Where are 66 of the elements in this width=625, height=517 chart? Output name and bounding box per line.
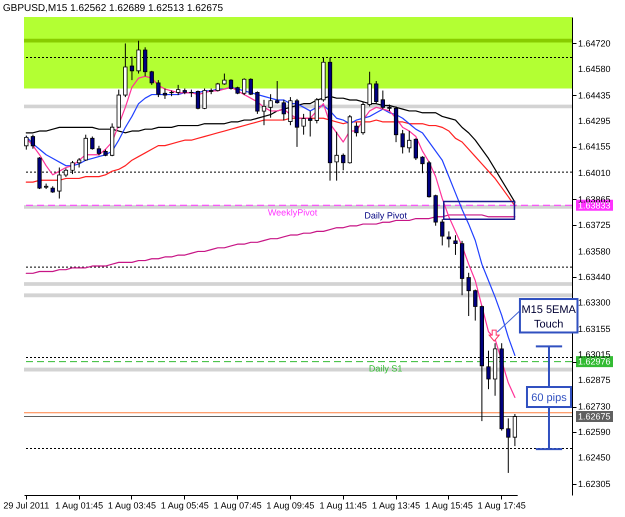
- candlestick: [275, 80, 280, 104]
- candlestick: [453, 234, 458, 256]
- candlestick: [354, 122, 359, 137]
- y-tick-label: 1.63300: [578, 298, 611, 308]
- y-tick-label: 1.64435: [578, 90, 611, 100]
- candlestick: [156, 80, 160, 98]
- candlestick: [414, 138, 418, 161]
- x-tick-label: 1 Aug 05:45: [160, 500, 209, 510]
- x-tick-label: 1 Aug 17:45: [478, 500, 526, 510]
- y-tick-label: 1.64155: [578, 142, 611, 152]
- candlestick: [222, 73, 227, 86]
- x-tick-label: 1 Aug 03:45: [108, 500, 156, 510]
- candlestick: [248, 78, 253, 96]
- x-tick-label: 1 Aug 09:45: [266, 500, 314, 510]
- y-tick-label: 1.62730: [578, 402, 611, 412]
- candlestick: [76, 158, 82, 168]
- candlestick: [30, 134, 36, 150]
- candlestick: [400, 129, 405, 154]
- ref-line-label: WeeklyPivot: [268, 207, 318, 218]
- band-label: Daily Pivot: [364, 210, 408, 221]
- candlestick: [202, 88, 207, 110]
- y-tick-label: 1.62675: [578, 412, 611, 422]
- ref-line-label: Daily S1: [368, 364, 402, 374]
- x-tick-label: 1 Aug 13:45: [372, 500, 420, 510]
- candlestick: [262, 99, 266, 126]
- y-tick-label: 1.64720: [578, 38, 611, 48]
- candlestick: [407, 130, 412, 154]
- candlestick: [308, 110, 312, 137]
- line-series: [26, 76, 516, 398]
- candlestick: [282, 99, 286, 121]
- y-tick-label: 1.64295: [578, 116, 611, 126]
- candlestick: [301, 113, 306, 136]
- candlestick: [473, 289, 478, 322]
- y-tick-label: 1.62590: [578, 427, 611, 438]
- candlestick: [90, 136, 94, 150]
- candlestick: [440, 218, 444, 246]
- bracket: 60 pips: [526, 345, 572, 450]
- candlestick: [446, 230, 451, 248]
- candlestick: [466, 272, 471, 317]
- candlestick: [228, 78, 234, 90]
- chart-title: GBPUSD,M15 1.62562 1.62689 1.62513 1.62675: [2, 3, 224, 14]
- y-tick-label: 1.63580: [578, 246, 611, 256]
- x-tick-label: 1 Aug 01:45: [55, 500, 104, 510]
- y-tick-label: 1.62875: [578, 375, 611, 386]
- candlestick: [150, 70, 154, 86]
- candlestick: [242, 78, 246, 96]
- y-tick-label: 1.63155: [578, 324, 611, 334]
- y-tick-label: 1.63440: [578, 272, 611, 282]
- candlestick: [24, 135, 28, 150]
- y-tick-label: 1.62305: [578, 479, 611, 490]
- candlestick: [255, 90, 260, 114]
- candlestick: [96, 145, 102, 156]
- x-tick-label: 1 Aug 11:45: [320, 500, 367, 510]
- x-tick-label: 29 Jul 2011: [3, 500, 50, 510]
- y-tick-label: 1.64010: [578, 168, 611, 178]
- candlestick: [512, 413, 518, 447]
- x-tick-label: 1 Aug 07:45: [214, 500, 262, 510]
- x-tick-label: 1 Aug 15:45: [424, 500, 473, 510]
- y-tick-label: 1.62976: [578, 356, 611, 367]
- candlestick: [84, 134, 88, 162]
- candlestick: [176, 84, 180, 96]
- candlestick: [196, 90, 200, 110]
- y-tick-label: 1.64580: [578, 64, 611, 74]
- y-tick-label: 1.62450: [578, 452, 611, 463]
- candlestick: [162, 88, 168, 100]
- y-tick-label: 1.63725: [578, 220, 611, 230]
